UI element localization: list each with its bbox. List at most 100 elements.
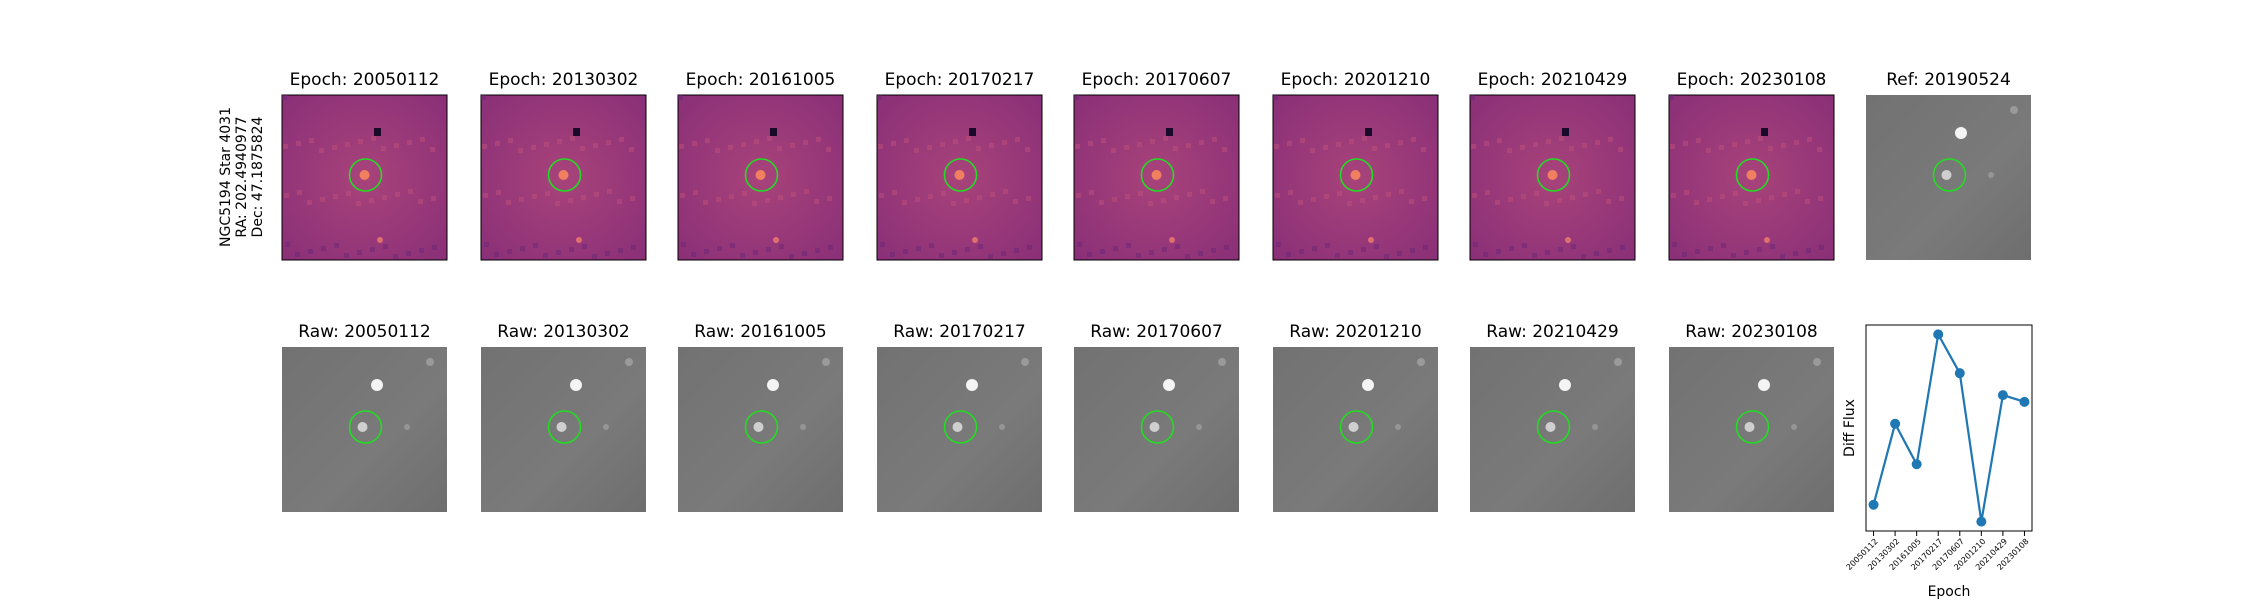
noise [1534, 191, 1539, 196]
noise [1819, 245, 1824, 250]
noise [520, 246, 525, 251]
noise [1015, 137, 1020, 142]
noise [1571, 244, 1576, 249]
noise [1606, 199, 1611, 204]
noise [803, 140, 808, 145]
noise [1185, 254, 1190, 259]
point [1868, 499, 1879, 510]
plot-frame [1865, 324, 2033, 532]
star [570, 379, 582, 391]
noise [1496, 249, 1501, 254]
noise [1544, 201, 1549, 206]
noise [1336, 142, 1341, 147]
noise [716, 197, 721, 202]
noise [332, 145, 337, 150]
noise [680, 193, 685, 198]
noise [1361, 247, 1366, 252]
noise [382, 195, 387, 200]
noise [297, 190, 302, 195]
noise [282, 95, 287, 100]
noise [941, 191, 946, 196]
noise [1136, 253, 1141, 258]
noise [791, 192, 796, 197]
noise [519, 197, 524, 202]
noise [1112, 197, 1117, 202]
noise [482, 144, 487, 149]
noise [691, 252, 696, 257]
noise [890, 252, 895, 257]
noise [1323, 145, 1328, 150]
aperture [1140, 158, 1175, 192]
noise [344, 253, 349, 258]
noise [371, 136, 376, 141]
noise [431, 196, 436, 201]
noise [1470, 95, 1475, 100]
noise [1768, 146, 1773, 151]
source [972, 237, 978, 243]
noise [1422, 196, 1427, 201]
noise [1521, 194, 1526, 199]
noise [1101, 138, 1106, 143]
noise [319, 148, 324, 153]
noise [1298, 200, 1303, 205]
x-axis-label: Epoch [1928, 584, 1971, 600]
noise [989, 143, 994, 148]
noise [594, 192, 599, 197]
noise [631, 245, 636, 250]
noise [1559, 136, 1564, 141]
noise [1348, 250, 1353, 255]
noise [693, 190, 698, 195]
noise [544, 142, 549, 147]
noise [730, 243, 735, 248]
noise [951, 201, 956, 206]
noise [1706, 148, 1711, 153]
noise [767, 136, 772, 141]
noise [1187, 192, 1192, 197]
star [1988, 172, 1994, 178]
noise [754, 139, 759, 144]
noise [393, 254, 398, 259]
noise [369, 198, 374, 203]
star [767, 379, 779, 391]
noise [346, 191, 351, 196]
panel-title: Raw: 20130302 [497, 322, 630, 342]
source [558, 170, 569, 180]
noise [1595, 140, 1600, 145]
aperture [943, 158, 978, 192]
star [753, 422, 764, 432]
panel-title: Raw: 20210429 [1486, 322, 1619, 342]
noise [356, 201, 361, 206]
star [1163, 379, 1175, 391]
noise [1769, 195, 1774, 200]
noise [1757, 247, 1762, 252]
noise [1273, 95, 1278, 100]
aperture [547, 410, 582, 444]
aperture [1735, 410, 1770, 444]
residual [1562, 128, 1569, 136]
noise [1111, 148, 1116, 153]
source [1764, 237, 1770, 243]
noise [407, 140, 412, 145]
noise [1162, 247, 1167, 252]
noise [1372, 146, 1377, 151]
aperture [744, 410, 779, 444]
noise [630, 196, 635, 201]
aperture [547, 158, 582, 192]
noise [533, 243, 538, 248]
noise [1744, 250, 1749, 255]
noise [703, 200, 708, 205]
noise [1212, 137, 1217, 142]
star [822, 358, 830, 366]
noise [1581, 254, 1586, 259]
noise [1620, 245, 1625, 250]
noise [1794, 140, 1799, 145]
star [426, 358, 434, 366]
noise [789, 254, 794, 259]
source [359, 170, 370, 180]
noise [1224, 245, 1229, 250]
aperture [1735, 158, 1770, 192]
source [1746, 170, 1757, 180]
panel-title: Epoch: 20201210 [1281, 70, 1431, 90]
noise [1027, 245, 1032, 250]
noise [1719, 145, 1724, 150]
